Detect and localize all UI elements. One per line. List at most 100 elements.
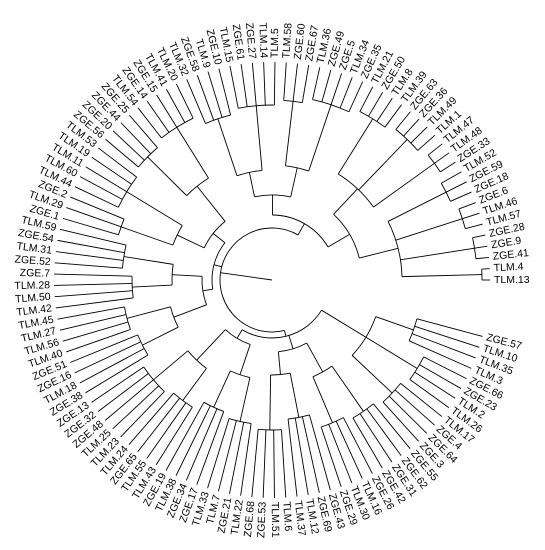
branch-segment (98, 147, 137, 178)
branch-segment (287, 419, 298, 497)
branch-segment (414, 371, 456, 399)
leaf-label: TLM.50 (15, 291, 52, 306)
leaf-label: ZGE.60 (292, 23, 308, 60)
branch-segment (120, 122, 152, 155)
branch-arc (219, 227, 299, 333)
branch-segment (142, 326, 179, 346)
leaf-label: ZGE.53 (255, 501, 268, 538)
branch-segment (445, 181, 467, 193)
branch-segment (129, 114, 158, 148)
branch-segment (434, 152, 450, 164)
branch-segment (146, 402, 187, 459)
branch-arc (241, 309, 322, 339)
branch-arc (338, 173, 374, 208)
branch-segment (301, 416, 320, 493)
branch-segment (54, 290, 133, 298)
branch-segment (359, 413, 393, 463)
branch-segment (239, 377, 251, 422)
branch-segment (462, 212, 480, 220)
branch-segment (196, 329, 226, 361)
branch-segment (166, 89, 186, 123)
branch-segment (395, 218, 463, 241)
branch-segment (62, 217, 119, 236)
branch-segment (172, 274, 203, 277)
branch-segment (126, 306, 171, 319)
branch-segment (423, 356, 467, 380)
branch-segment (262, 429, 267, 498)
branch-segment (54, 283, 133, 286)
branch-segment (273, 429, 275, 498)
branch-segment (384, 104, 402, 128)
leaf-label: TLM.28 (14, 279, 50, 292)
leaf-label: ZGE.9 (490, 235, 522, 252)
branch-segment (218, 68, 232, 116)
branch-segment (309, 414, 331, 491)
branch-segment (400, 247, 475, 261)
leaf-label: TLM.22 (229, 499, 246, 536)
branch-segment (414, 325, 480, 348)
branch-segment (123, 256, 174, 265)
branch-segment (277, 351, 281, 375)
branch-segment (411, 333, 476, 359)
branch-segment (290, 167, 298, 198)
branch-segment (342, 417, 373, 474)
branch-segment (165, 402, 205, 471)
branch-segment (248, 172, 255, 197)
branch-segment (395, 111, 411, 130)
leaf-label: ZGE.52 (14, 253, 51, 268)
branch-segment (352, 417, 383, 469)
branch-segment (359, 247, 399, 259)
branch-segment (217, 118, 238, 176)
leaf-label: TLM.12 (303, 498, 321, 535)
branch-segment (112, 130, 145, 161)
branch-segment (62, 321, 129, 342)
branch-segment (212, 233, 226, 244)
branch-segment (74, 186, 119, 208)
branch-segment (458, 202, 476, 210)
branch-segment (57, 306, 125, 320)
branch-segment (273, 62, 276, 106)
branch-segment (301, 65, 310, 103)
branch-segment (373, 403, 411, 449)
branch-segment (213, 264, 222, 268)
branch-segment (105, 138, 139, 168)
branch-segment (283, 62, 287, 101)
branch-segment (269, 374, 272, 430)
leaf-label: ZGE.41 (492, 247, 529, 263)
branch-segment (400, 383, 443, 417)
branch-segment (475, 256, 489, 260)
branch-segment (285, 101, 294, 166)
branch-segment (120, 226, 174, 246)
branch-segment (321, 309, 367, 338)
branch-segment (207, 418, 230, 489)
branch-segment (331, 365, 364, 412)
leaf-label: TLM.31 (16, 240, 53, 257)
branch-segment (240, 64, 248, 107)
branch-segment (410, 126, 428, 144)
branch-segment (403, 118, 420, 137)
branch-segment (79, 176, 123, 200)
branch-segment (251, 62, 257, 106)
branch-segment (408, 340, 472, 369)
branch-segment (207, 71, 223, 118)
leaf-label: TLM.42 (16, 302, 53, 318)
branch-segment (335, 420, 363, 479)
branch-segment (465, 223, 483, 230)
branch-segment (85, 354, 149, 394)
branch-segment (409, 379, 450, 408)
branch-segment (173, 304, 207, 318)
branch-segment (359, 86, 374, 112)
leaf-label: ZGE.68 (242, 500, 257, 537)
leaf-label: ZGE.27 (243, 22, 258, 59)
branch-segment (146, 100, 170, 133)
branch-segment (297, 223, 305, 236)
branch-segment (185, 408, 218, 481)
branch-segment (382, 401, 420, 442)
branch-segment (284, 330, 287, 337)
branch-segment (441, 171, 462, 184)
leaf-label: ZGE.7 (20, 267, 51, 280)
branch-segment (229, 422, 245, 494)
leaf-label: TLM.14 (256, 22, 269, 58)
branch-segment (327, 233, 350, 248)
leaf-label: TLM.58 (280, 22, 294, 58)
